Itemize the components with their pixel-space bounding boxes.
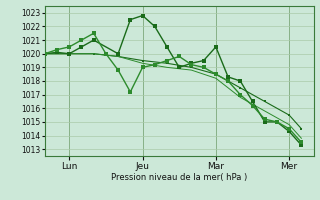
X-axis label: Pression niveau de la mer( hPa ): Pression niveau de la mer( hPa ) bbox=[111, 173, 247, 182]
